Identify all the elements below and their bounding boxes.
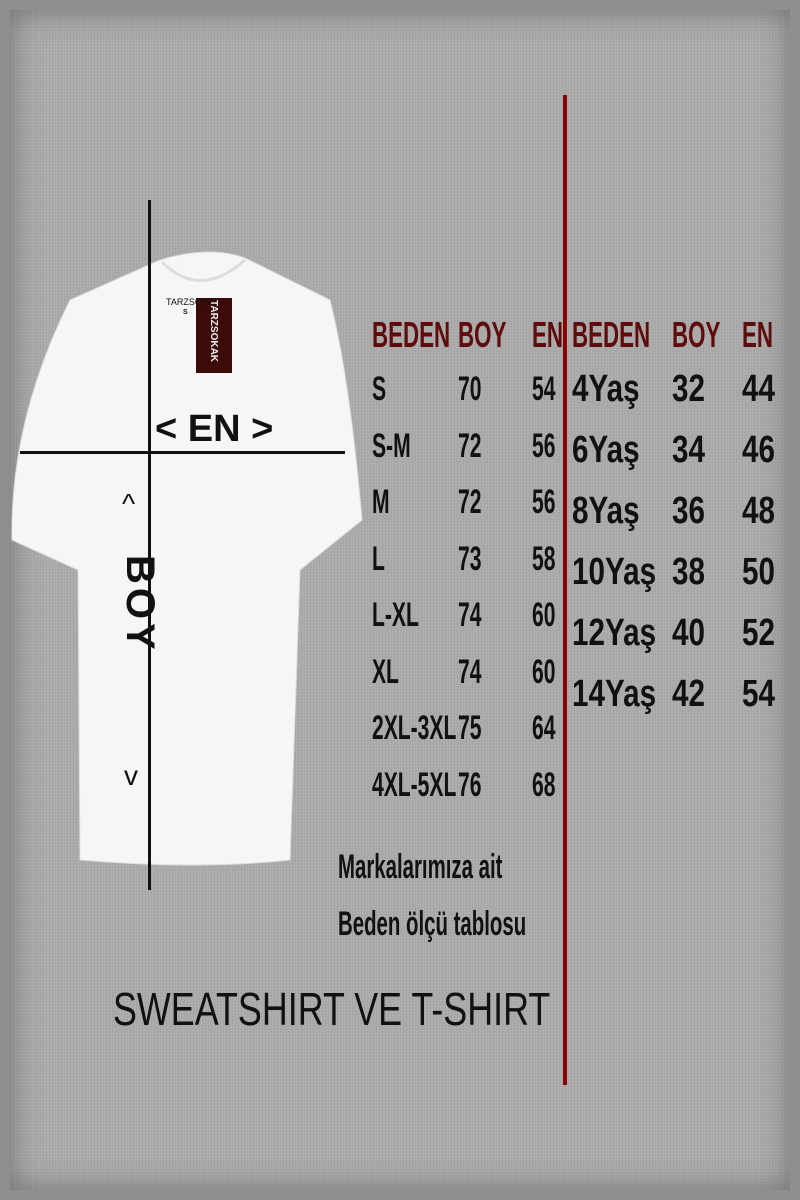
adult-cell-size: 2XL-3XL [372,709,457,747]
kids-cell-size: 12Yaş [572,612,657,654]
kids-cell-width: 52 [742,612,775,654]
note-line-1: Markalarımıza ait [338,848,503,886]
neck-size: S [183,309,188,316]
adult-cell-length: 73 [458,539,482,578]
kids-cell-size: 10Yaş [572,551,657,593]
neck-label: TARZSOKAK [166,297,220,307]
adult-header-beden: BEDEN [372,314,451,355]
kids-cell-size: 4Yaş [572,368,640,410]
hang-tag-text: TARZSOKAK [208,300,219,363]
arrow-down: v [124,760,138,791]
kids-cell-width: 44 [742,368,775,410]
adult-cell-size: L-XL [372,596,419,634]
note-line-2: Beden ölçü tablosu [338,905,527,943]
kids-cell-length: 38 [672,551,705,593]
width-marker: < EN > [155,408,274,450]
adult-cell-length: 74 [458,596,482,634]
kids-cell-length: 36 [672,490,705,532]
kids-cell-width: 48 [742,490,775,532]
adult-cell-length: 75 [458,709,482,747]
adult-header-en: EN [532,314,564,355]
adult-cell-length: 72 [458,426,482,465]
adult-cell-size: S [372,370,387,408]
adult-cell-length: 72 [458,483,482,521]
kids-cell-width: 46 [742,429,775,471]
adult-cell-width: 60 [532,596,556,634]
adult-cell-width: 68 [532,765,556,804]
adult-cell-length: 74 [458,652,482,691]
adult-cell-width: 60 [532,652,556,691]
adult-cell-size: L [372,539,385,578]
kids-cell-size: 8Yaş [572,490,640,532]
adult-cell-length: 70 [458,370,482,408]
kids-cell-size: 6Yaş [572,429,640,471]
kids-cell-width: 50 [742,551,775,593]
kids-cell-length: 32 [672,368,705,410]
kids-cell-length: 42 [672,673,705,715]
adult-cell-width: 56 [532,426,556,465]
arrow-up: ^ [122,488,136,519]
adult-cell-size: XL [372,652,399,691]
hang-tag [196,298,232,373]
background-frame [10,10,790,1190]
divider-line [563,95,567,1085]
width-line [20,451,345,454]
length-line [148,200,151,890]
kids-header-boy: BOY [672,314,721,355]
kids-cell-length: 40 [672,612,705,654]
kids-header-beden: BEDEN [572,314,651,355]
adult-cell-width: 64 [532,709,556,747]
adult-cell-width: 58 [532,539,556,578]
kids-header-en: EN [742,314,774,355]
adult-cell-size: M [372,483,390,521]
kids-cell-size: 14Yaş [572,673,657,715]
adult-cell-width: 56 [532,483,556,521]
kids-cell-length: 34 [672,429,705,471]
kids-cell-width: 54 [742,673,775,715]
adult-cell-size: S-M [372,426,411,465]
adult-cell-length: 76 [458,765,482,804]
length-marker: BOY [118,555,162,654]
adult-cell-width: 54 [532,370,556,408]
adult-cell-size: 4XL-5XL [372,765,457,804]
adult-header-boy: BOY [458,314,507,355]
footer-title: SWEATSHIRT VE T-SHIRT [113,983,551,1035]
